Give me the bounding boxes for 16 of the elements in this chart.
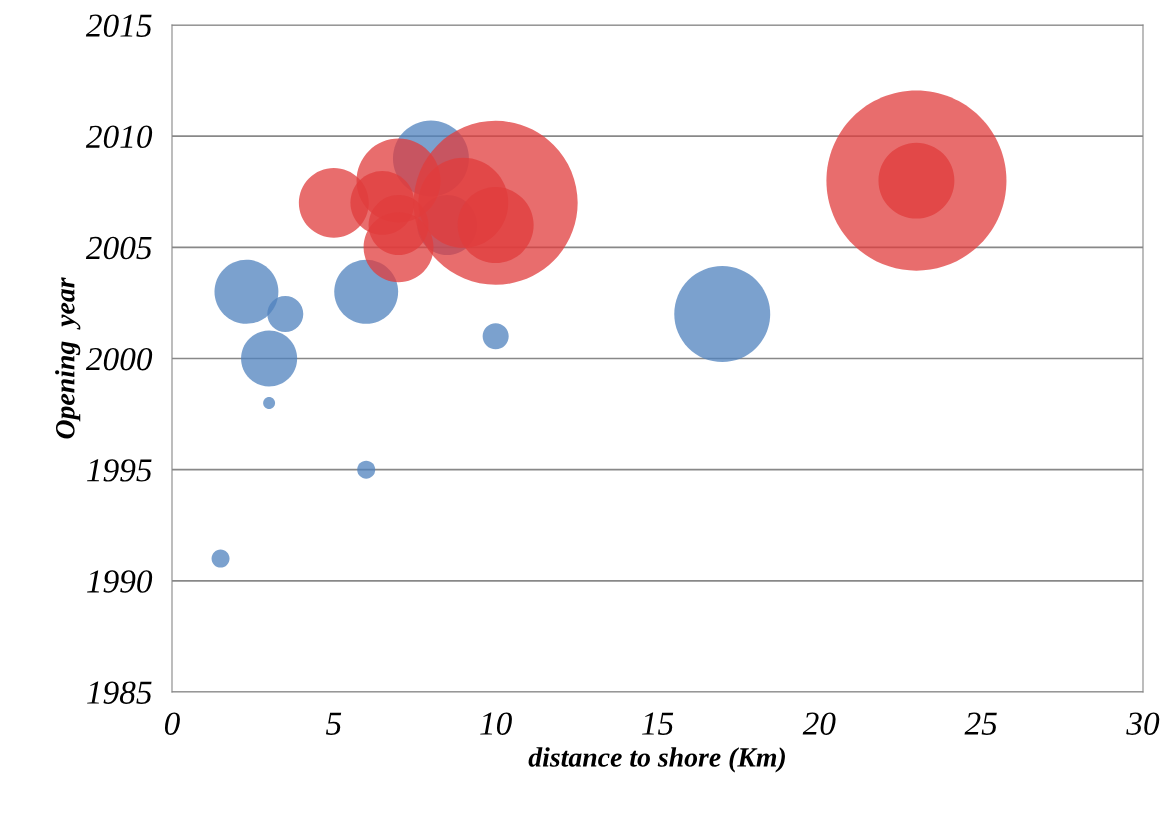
x-tick-label: 30 [1126, 712, 1160, 735]
x-tick-label: 0 [164, 712, 180, 735]
y-tick-label: 2015 [85, 14, 152, 37]
y-axis-title: Opening year [55, 277, 81, 439]
x-tick-label: 25 [964, 712, 997, 735]
x-tick-label: 5 [326, 712, 342, 735]
y-tick-label: 1990 [87, 570, 153, 593]
y-tick-label: 1985 [87, 681, 152, 704]
x-tick-label: 15 [642, 712, 674, 735]
y-tick-label: 1995 [87, 459, 152, 482]
x-tick-label: 20 [802, 712, 836, 735]
x-axis-title: distance to shore (Km) [528, 747, 785, 773]
y-tick-label: 2000 [85, 347, 153, 371]
y-tick-label: 2010 [85, 125, 153, 149]
x-tick-label: 10 [480, 712, 512, 735]
y-tick-label: 2005 [85, 236, 152, 260]
